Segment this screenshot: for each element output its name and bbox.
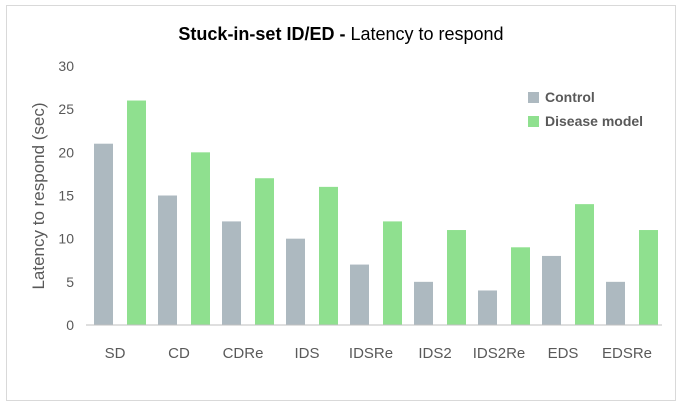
x-tick-label: EDS: [548, 345, 579, 362]
y-tick-label: 30: [58, 58, 74, 74]
x-tick-label: CD: [168, 345, 190, 362]
chart-title: Stuck-in-set ID/ED - Latency to respond: [178, 24, 503, 44]
x-tick-label: EDSRe: [602, 345, 652, 362]
bar-control-eds: [542, 255, 561, 325]
x-tick-label: IDSRe: [349, 345, 393, 362]
y-tick-label: 5: [66, 274, 74, 290]
bar-disease-model-sd: [127, 100, 146, 326]
legend-label: Disease model: [545, 113, 643, 129]
y-axis-ticks: 0 5 10 15 20 25 30: [58, 58, 74, 333]
bar-disease-model-cd: [191, 152, 210, 325]
bar-control-idsre: [350, 264, 369, 325]
chart-title-regular: Latency to respond: [345, 24, 503, 44]
y-tick-label: 0: [66, 317, 74, 333]
y-tick-label: 25: [58, 101, 74, 117]
bar-disease-model-ids2: [447, 230, 466, 325]
y-tick-label: 20: [58, 144, 74, 160]
x-tick-label: IDS: [294, 345, 319, 362]
category-labels: SD CD CDRe IDS IDSRe IDS2 IDS2Re EDS EDSRe: [105, 345, 652, 362]
bar-control-cdre: [222, 221, 241, 325]
bar-disease-model-ids2re: [511, 247, 530, 325]
bar-control-edsre: [606, 281, 625, 325]
bar-disease-model-cdre: [255, 178, 274, 325]
bar-control-ids: [286, 238, 305, 325]
bar-disease-model-eds: [575, 204, 594, 325]
legend-swatch: [528, 92, 539, 103]
y-tick-label: 10: [58, 231, 74, 247]
legend-swatch: [528, 116, 539, 127]
bar-control-ids2: [414, 281, 433, 325]
bar-disease-model-ids: [319, 186, 338, 325]
y-tick-label: 15: [58, 188, 74, 204]
x-tick-label: IDS2Re: [473, 345, 526, 362]
chart-title-bold: Stuck-in-set ID/ED -: [178, 24, 345, 44]
bar-control-cd: [158, 195, 177, 325]
bar-disease-model-edsre: [639, 230, 658, 325]
chart-frame: [6, 5, 676, 401]
legend-label: Control: [545, 89, 595, 105]
x-tick-label: SD: [105, 345, 126, 362]
bars: [94, 100, 658, 326]
legend: Control Disease model: [528, 89, 643, 129]
y-axis-title: Latency to respond (sec): [29, 102, 48, 289]
bar-control-ids2re: [478, 290, 497, 325]
bar-control-sd: [94, 143, 113, 325]
x-tick-label: IDS2: [418, 345, 451, 362]
bar-disease-model-idsre: [383, 221, 402, 325]
x-tick-label: CDRe: [223, 345, 264, 362]
